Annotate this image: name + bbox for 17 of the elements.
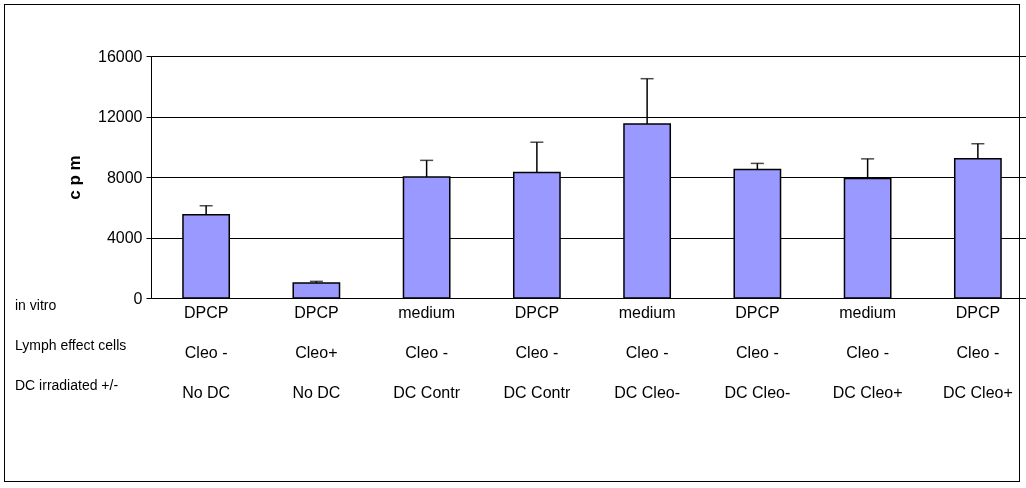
y-tick-label: 12000 [98, 108, 143, 125]
y-axis-title: c p m [65, 155, 85, 200]
y-tick-label: 4000 [106, 229, 143, 246]
category-label: DPCP Cleo - DC Cleo- [724, 303, 791, 401]
y-tick-label: 0 [133, 289, 143, 307]
category-label: medium Cleo - DC Contr [393, 303, 460, 401]
category-label: DPCP Cleo - DC Contr [503, 303, 571, 401]
text: Lymph effect cells [15, 337, 127, 353]
y-tick-label: 8000 [106, 168, 143, 186]
category-label: medium Cleo - DC Cleo+ [832, 303, 903, 401]
text: DC irradiated +/- [15, 377, 119, 393]
category-label: medium Cleo - DC Cleo- [614, 303, 681, 401]
category-label: DPCP Cleo - No DC [182, 303, 231, 401]
category-label: DPCP Cleo - DC Cleo+ [942, 303, 1013, 401]
y-tick-label: 16000 [98, 47, 143, 65]
text: in vitro [15, 297, 57, 313]
category-label: DPCP Cleo+ No DC [292, 303, 341, 401]
